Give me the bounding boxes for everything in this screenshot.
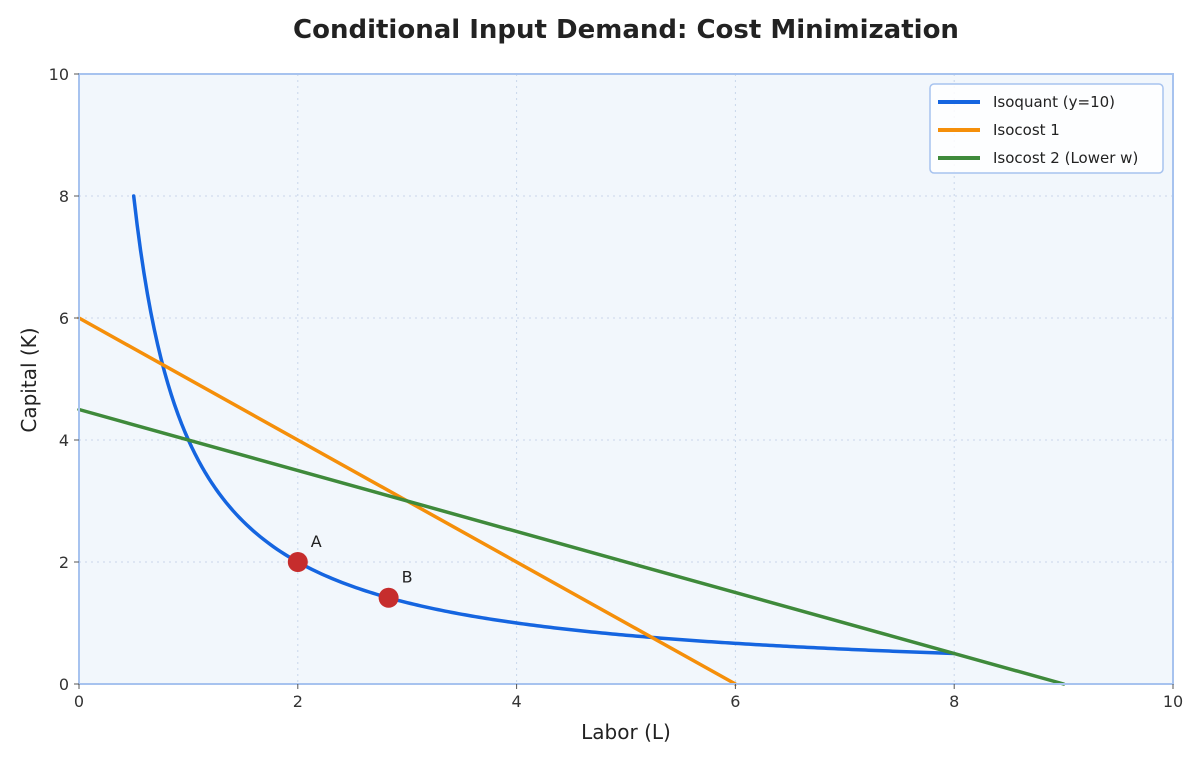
points-group: AB	[287, 532, 413, 608]
point-a-label: A	[311, 532, 322, 551]
legend: Isoquant (y=10) Isocost 1 Isocost 2 (Lower…	[929, 83, 1164, 174]
plot-area	[79, 74, 1173, 684]
series-group	[77, 194, 1066, 686]
y-tick-label: 8	[59, 187, 69, 206]
plot-frame	[78, 73, 1174, 685]
y-axis-label: Capital (K)	[17, 327, 41, 432]
legend-label-isocost-1: Isocost 1	[993, 121, 1060, 139]
x-tick-label: 8	[949, 692, 959, 711]
legend-label-isoquant-y-10: Isoquant (y=10)	[993, 93, 1115, 111]
point-b	[378, 587, 399, 608]
y-tick-label: 10	[49, 65, 69, 84]
x-axis-label: Labor (L)	[581, 720, 671, 744]
series-isoquant-y-10-line	[131, 194, 956, 656]
x-axis-ticks: 0 2 4 6 8 10	[74, 684, 1183, 711]
point-a	[287, 552, 308, 572]
y-tick-label: 6	[59, 309, 69, 328]
x-tick-label: 2	[293, 692, 303, 711]
x-tick-label: 10	[1163, 692, 1183, 711]
series-isocost-2-lower-w-line	[77, 407, 1066, 686]
y-tick-label: 2	[59, 553, 69, 572]
point-b-label: B	[402, 568, 413, 587]
y-tick-label: 4	[59, 431, 69, 450]
x-tick-label: 6	[730, 692, 740, 711]
x-tick-label: 4	[512, 692, 522, 711]
chart-title: Conditional Input Demand: Cost Minimizat…	[293, 15, 959, 45]
x-tick-label: 0	[74, 692, 84, 711]
legend-box	[929, 83, 1164, 174]
y-axis-ticks: 0 2 4 6 8 10	[49, 65, 79, 694]
y-tick-label: 0	[59, 675, 69, 694]
legend-label-isocost-2-lower-w: Isocost 2 (Lower w)	[993, 149, 1138, 167]
